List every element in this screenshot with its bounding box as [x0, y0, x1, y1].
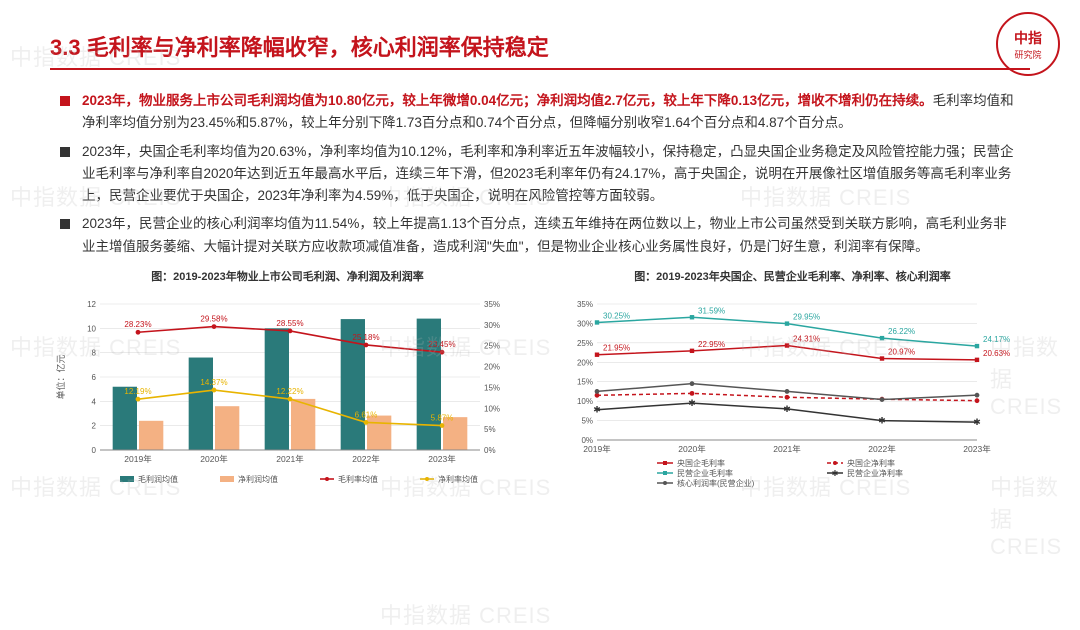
- svg-text:✱: ✱: [832, 469, 839, 478]
- svg-text:35%: 35%: [484, 300, 500, 309]
- svg-text:10: 10: [87, 324, 96, 333]
- chart2-title: 图：2019-2023年央国企、民营企业毛利率、净利率、核心利润率: [555, 268, 1030, 284]
- svg-text:✱: ✱: [973, 417, 981, 427]
- svg-text:24.17%: 24.17%: [983, 335, 1010, 344]
- section-title: 3.3 毛利率与净利率降幅收窄，核心利润率保持稳定: [50, 30, 1030, 70]
- svg-text:28.55%: 28.55%: [276, 319, 303, 328]
- svg-text:15%: 15%: [577, 378, 593, 387]
- svg-text:22.95%: 22.95%: [698, 340, 725, 349]
- svg-text:0: 0: [92, 446, 97, 455]
- svg-text:5%: 5%: [581, 416, 593, 425]
- svg-text:12.19%: 12.19%: [124, 387, 151, 396]
- chart1-title: 图：2019-2023年物业上市公司毛利润、净利润及利润率: [50, 268, 525, 284]
- svg-text:20.97%: 20.97%: [888, 347, 915, 356]
- svg-text:30.25%: 30.25%: [603, 311, 630, 320]
- svg-text:民营企业净利率: 民营企业净利率: [847, 468, 903, 478]
- brand-logo: 中指 研究院: [996, 12, 1060, 76]
- svg-text:28.23%: 28.23%: [124, 320, 151, 329]
- svg-text:2019年: 2019年: [583, 444, 611, 454]
- svg-text:毛利率均值: 毛利率均值: [338, 474, 378, 484]
- svg-text:2021年: 2021年: [773, 444, 801, 454]
- svg-text:2021年: 2021年: [276, 454, 304, 464]
- svg-text:央国企毛利率: 央国企毛利率: [677, 458, 725, 468]
- svg-text:2023年: 2023年: [428, 454, 456, 464]
- svg-text:5%: 5%: [484, 425, 496, 434]
- svg-text:6.61%: 6.61%: [355, 410, 378, 419]
- svg-text:毛利润均值: 毛利润均值: [138, 474, 178, 484]
- svg-text:20.63%: 20.63%: [983, 349, 1010, 358]
- svg-text:✱: ✱: [593, 405, 601, 415]
- svg-text:净利率均值: 净利率均值: [438, 474, 478, 484]
- svg-text:2020年: 2020年: [200, 454, 228, 464]
- svg-text:25%: 25%: [577, 339, 593, 348]
- svg-text:35%: 35%: [577, 300, 593, 309]
- chart2: 0%5%10%15%20%25%30%35%✱✱✱✱✱21.95%22.95%2…: [555, 290, 1025, 490]
- svg-text:✱: ✱: [783, 404, 791, 414]
- svg-text:2022年: 2022年: [868, 444, 896, 454]
- svg-text:✱: ✱: [688, 398, 696, 408]
- svg-text:4: 4: [92, 397, 97, 406]
- bullet-item: 2023年，物业服务上市公司毛利润均值为10.80亿元，较上年微增0.04亿元；…: [60, 90, 1020, 135]
- svg-text:2019年: 2019年: [124, 454, 152, 464]
- svg-text:民营企业毛利率: 民营企业毛利率: [677, 468, 733, 478]
- svg-text:30%: 30%: [577, 319, 593, 328]
- svg-text:29.95%: 29.95%: [793, 312, 820, 321]
- svg-text:央国企净利率: 央国企净利率: [847, 458, 895, 468]
- svg-text:24.31%: 24.31%: [793, 334, 820, 343]
- svg-text:0%: 0%: [484, 446, 496, 455]
- svg-text:23.45%: 23.45%: [428, 340, 455, 349]
- svg-text:2: 2: [92, 422, 97, 431]
- svg-text:核心利润率(民营企业): 核心利润率(民营企业): [677, 478, 755, 488]
- svg-text:✱: ✱: [878, 415, 886, 425]
- svg-text:25.18%: 25.18%: [352, 333, 379, 342]
- svg-text:5.87%: 5.87%: [431, 413, 454, 422]
- chart1: 0 2 4 6 8 10 12 0% 5% 10% 15% 20% 25% 30% 35% 单位：亿元 28.2…: [50, 290, 520, 490]
- svg-text:净利润均值: 净利润均值: [238, 474, 278, 484]
- svg-text:2023年: 2023年: [963, 444, 991, 454]
- svg-text:20%: 20%: [577, 358, 593, 367]
- svg-text:2022年: 2022年: [352, 454, 380, 464]
- svg-text:21.95%: 21.95%: [603, 344, 630, 353]
- svg-text:31.59%: 31.59%: [698, 306, 725, 315]
- bullet-list: 2023年，物业服务上市公司毛利润均值为10.80亿元，较上年微增0.04亿元；…: [0, 80, 1080, 258]
- svg-text:25%: 25%: [484, 342, 500, 351]
- svg-text:12.22%: 12.22%: [276, 387, 303, 396]
- svg-text:14.37%: 14.37%: [200, 378, 227, 387]
- svg-text:12: 12: [87, 300, 96, 309]
- svg-text:30%: 30%: [484, 321, 500, 330]
- svg-text:10%: 10%: [484, 404, 500, 413]
- bullet-item: 2023年，民营企业的核心利润率均值为11.54%，较上年提高1.13个百分点，…: [60, 213, 1020, 258]
- bullet-item: 2023年，央国企毛利率均值为20.63%，净利率均值为10.12%，毛利率和净…: [60, 141, 1020, 208]
- svg-text:29.58%: 29.58%: [200, 314, 227, 323]
- svg-text:2020年: 2020年: [678, 444, 706, 454]
- svg-text:单位：亿元: 单位：亿元: [55, 354, 66, 399]
- svg-text:8: 8: [92, 349, 97, 358]
- svg-text:15%: 15%: [484, 383, 500, 392]
- svg-text:26.22%: 26.22%: [888, 327, 915, 336]
- svg-text:6: 6: [92, 373, 97, 382]
- svg-text:20%: 20%: [484, 362, 500, 371]
- svg-text:10%: 10%: [577, 397, 593, 406]
